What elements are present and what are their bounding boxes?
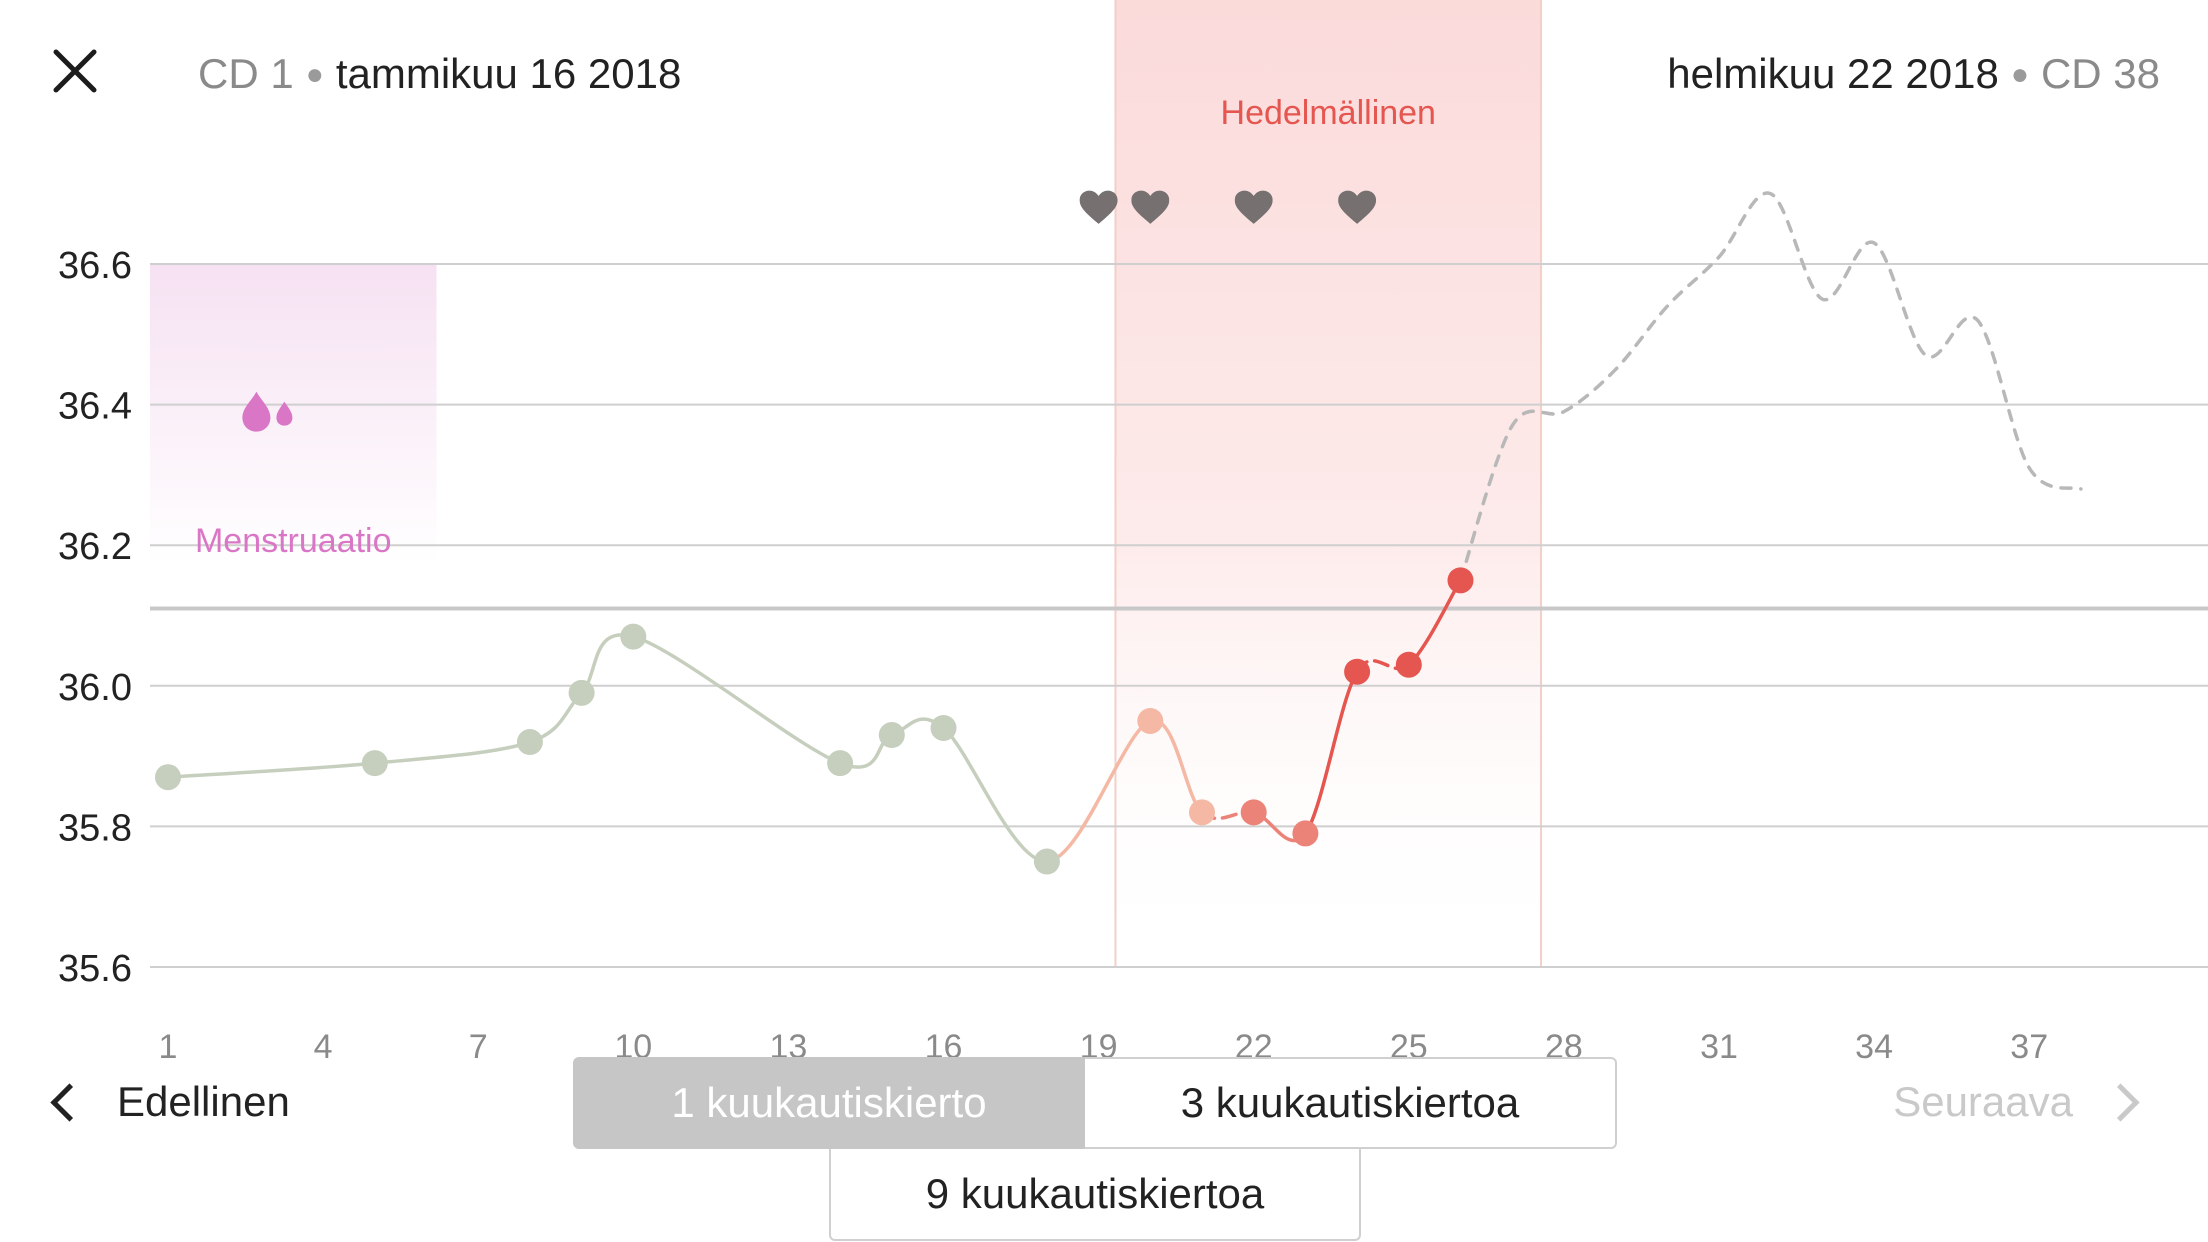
cycle-end-header: helmikuu 22 2018 ● CD 38 xyxy=(1667,48,2160,101)
y-tick-label: 36.6 xyxy=(58,245,132,287)
temperature-point xyxy=(827,750,854,777)
y-tick-label: 35.6 xyxy=(58,948,132,990)
y-tick-label: 36.4 xyxy=(58,386,132,428)
range-1-label: 1 kuukautiskierto xyxy=(671,1079,987,1126)
chevron-left-icon xyxy=(50,1082,89,1122)
x-tick-label: 31 xyxy=(1700,1028,1738,1066)
range-3-label: 3 kuukautiskiertoa xyxy=(1180,1079,1520,1126)
temperature-point xyxy=(516,729,543,756)
temperature-point xyxy=(1189,799,1215,826)
temperature-point xyxy=(361,750,388,777)
points-layer xyxy=(155,567,1474,875)
end-date: helmikuu 22 2018 xyxy=(1667,50,1999,97)
temperature-point xyxy=(1344,658,1371,685)
large-drop xyxy=(242,391,271,432)
temperature-point xyxy=(568,679,595,706)
next-label: Seuraava xyxy=(1893,1078,2073,1125)
menstruation-label: Menstruaatio xyxy=(195,522,392,560)
temperature-point xyxy=(1137,707,1164,734)
temperature-point xyxy=(1395,651,1422,678)
previous-cycle-button[interactable]: Edellinen xyxy=(44,1070,290,1134)
x-tick-label: 4 xyxy=(314,1028,333,1066)
temperature-point xyxy=(878,722,905,749)
temperature-point xyxy=(620,623,647,650)
temperature-line-segment xyxy=(941,726,1049,864)
temperature-point xyxy=(930,714,957,741)
temperature-point xyxy=(1033,848,1060,875)
labels-layer: Menstruaatio Hedelmällinen 35.6 35.8 36.0 36.… xyxy=(58,94,2048,1066)
temperature-line-segment xyxy=(1045,719,1153,864)
start-cycle-day: CD 1 xyxy=(198,50,294,97)
temperature-line-segment xyxy=(166,761,377,779)
previous-label: Edellinen xyxy=(117,1078,290,1125)
separator-dot: ● xyxy=(2010,58,2029,91)
predicted-temperature-line xyxy=(1458,191,2083,583)
end-cycle-day: CD 38 xyxy=(2040,50,2160,97)
fertile-label: Hedelmällinen xyxy=(1221,94,1436,132)
chevron-right-icon xyxy=(2101,1082,2140,1122)
next-cycle-button[interactable]: Seuraava xyxy=(1893,1070,2146,1134)
temperature-line-segment xyxy=(1303,669,1359,836)
y-tick-label: 36.2 xyxy=(58,526,132,568)
temperature-line-segment xyxy=(631,634,842,765)
y-tick-label: 35.8 xyxy=(58,807,132,849)
x-tick-label: 34 xyxy=(1855,1028,1893,1066)
grid-layer xyxy=(150,263,2208,968)
x-tick-label: 7 xyxy=(469,1028,488,1066)
fertile-band xyxy=(1115,0,1542,967)
x-tick-label: 1 xyxy=(159,1028,178,1066)
range-9-label: 9 kuukautiskiertoa xyxy=(925,1170,1265,1217)
temperature-line-segment xyxy=(373,740,532,765)
small-drop xyxy=(276,401,293,426)
menstruation-band xyxy=(150,264,437,564)
heart-icon xyxy=(1079,190,1118,224)
start-date: tammikuu 16 2018 xyxy=(335,50,682,97)
y-tick-label: 36.0 xyxy=(58,667,132,709)
close-icon[interactable] xyxy=(40,36,110,106)
cycle-start-header: CD 1 ● tammikuu 16 2018 xyxy=(198,48,681,101)
blood-drops-icon xyxy=(242,391,293,432)
range-1-cycle-button[interactable]: 1 kuukautiskierto xyxy=(573,1057,1085,1149)
x-tick-label: 37 xyxy=(2010,1028,2048,1066)
separator-dot: ● xyxy=(305,58,324,91)
temperature-point xyxy=(1240,799,1267,826)
temperature-point xyxy=(155,764,181,791)
bands-layer xyxy=(150,0,1543,967)
temperature-point xyxy=(1447,567,1474,594)
range-9-cycles-button[interactable]: 9 kuukautiskiertoa xyxy=(829,1149,1361,1241)
temperature-point xyxy=(1292,820,1319,847)
range-3-cycles-button[interactable]: 3 kuukautiskiertoa xyxy=(1085,1057,1617,1149)
